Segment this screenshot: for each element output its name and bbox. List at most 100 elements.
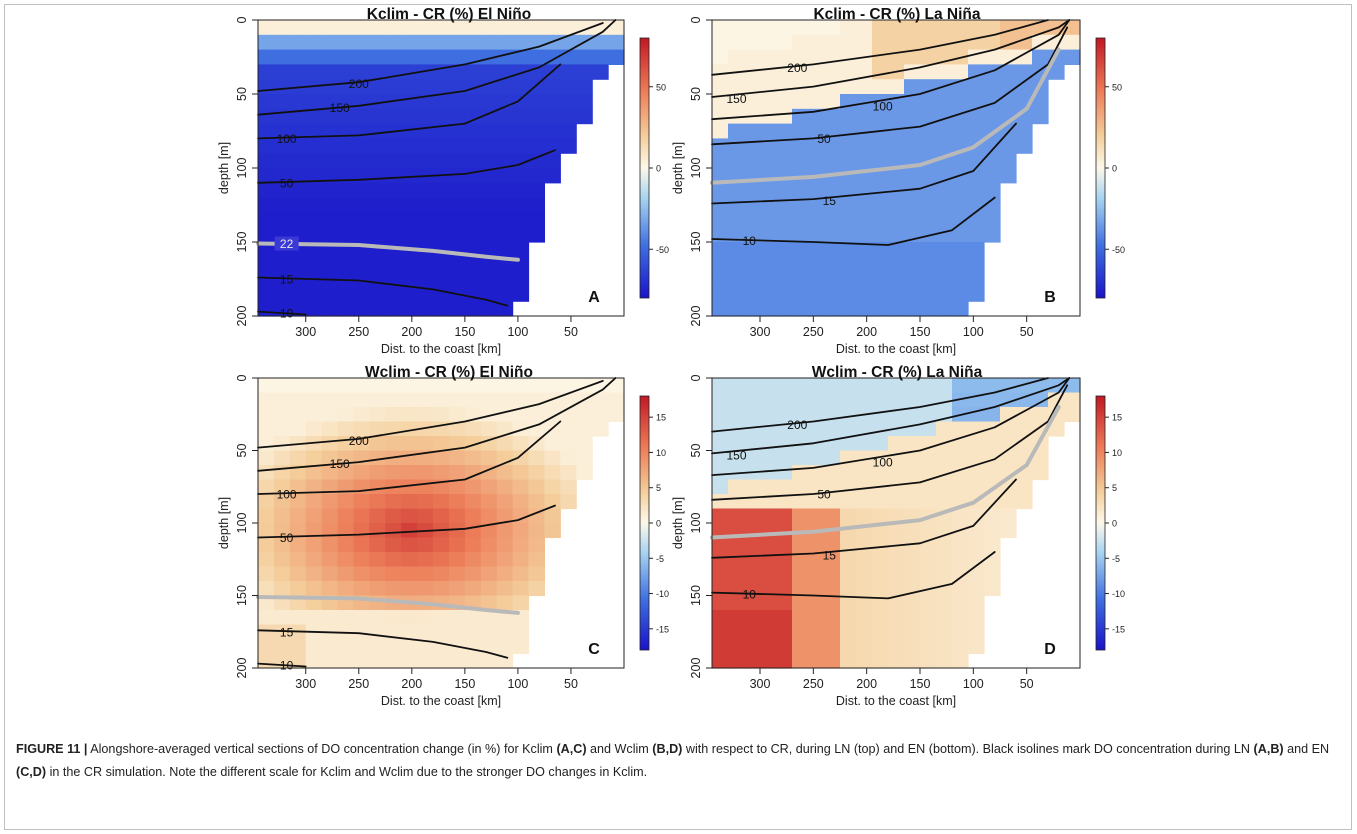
heatmap-cell bbox=[984, 450, 1001, 466]
heatmap-cell bbox=[792, 301, 809, 317]
heatmap-cell bbox=[273, 537, 291, 553]
heatmap-cell bbox=[728, 653, 745, 669]
heatmap-cell bbox=[321, 552, 339, 568]
heatmap-cell bbox=[792, 79, 809, 95]
heatmap-cell bbox=[808, 256, 825, 273]
heatmap-cell bbox=[544, 494, 561, 510]
heatmap-cell bbox=[369, 494, 386, 510]
heatmap-cell bbox=[728, 436, 745, 452]
heatmap-cell bbox=[289, 508, 307, 524]
heatmap-cell bbox=[712, 378, 729, 394]
heatmap-cell bbox=[776, 242, 793, 258]
heatmap-cell bbox=[728, 450, 745, 466]
heatmap-cell bbox=[792, 64, 809, 80]
heatmap-cell bbox=[385, 138, 402, 154]
heatmap-cell bbox=[369, 450, 386, 466]
isoline-150 bbox=[257, 377, 617, 472]
heatmap-cell bbox=[744, 94, 761, 110]
heatmap-cell bbox=[840, 197, 857, 213]
heatmap-cell bbox=[592, 49, 609, 65]
heatmap-cell bbox=[920, 168, 937, 184]
heatmap-cell bbox=[576, 64, 593, 80]
y-tick-label: 50 bbox=[235, 87, 249, 101]
heatmap-cell bbox=[952, 94, 969, 110]
heatmap-cell bbox=[904, 197, 921, 213]
heatmap-cell bbox=[984, 392, 1001, 408]
heatmap-cell bbox=[321, 392, 339, 408]
heatmap-cell bbox=[480, 138, 498, 154]
heatmap-cell bbox=[792, 34, 809, 51]
heatmap-cell bbox=[528, 79, 545, 95]
heatmap-cell bbox=[512, 286, 530, 302]
heatmap-cell bbox=[449, 421, 466, 437]
heatmap-cell bbox=[369, 639, 386, 655]
heatmap-cell bbox=[776, 450, 793, 466]
heatmap-cell bbox=[904, 286, 921, 302]
heatmap-cell bbox=[776, 227, 793, 243]
heatmap-cell bbox=[760, 64, 777, 80]
heatmap-cell bbox=[480, 153, 498, 169]
heatmap-cell bbox=[464, 153, 482, 169]
heatmap-cell bbox=[984, 64, 1001, 80]
heatmap-cell bbox=[840, 168, 857, 184]
heatmap-cell bbox=[1000, 421, 1017, 437]
heatmap-cell bbox=[760, 49, 777, 65]
heatmap-cell bbox=[337, 94, 355, 110]
heatmap-cell bbox=[258, 566, 275, 582]
heatmap-cell bbox=[321, 227, 339, 243]
heatmap-cell bbox=[289, 552, 307, 568]
heatmap-cell bbox=[321, 212, 339, 228]
heatmap-cell bbox=[337, 64, 355, 80]
isoline-label: 10 bbox=[280, 659, 294, 673]
x-tick-label: 150 bbox=[910, 325, 931, 339]
heatmap-cell bbox=[792, 653, 809, 669]
heatmap-cell bbox=[289, 212, 307, 228]
heatmap-cell bbox=[353, 108, 370, 125]
heatmap-cell bbox=[353, 494, 370, 510]
heatmap-cell bbox=[872, 581, 889, 597]
heatmap-cell bbox=[968, 153, 985, 169]
heatmap-cell bbox=[952, 242, 969, 258]
heatmap-cell bbox=[337, 182, 355, 199]
heatmap-cell bbox=[528, 494, 545, 510]
heatmap-cell bbox=[337, 138, 355, 154]
heatmap-cell bbox=[824, 653, 841, 669]
heatmap-cell bbox=[920, 301, 937, 317]
heatmap-cell bbox=[920, 108, 937, 125]
heatmap-cell bbox=[353, 286, 370, 302]
heatmap-cell bbox=[417, 256, 434, 273]
heatmap-cell bbox=[968, 94, 985, 110]
heatmap-cell bbox=[712, 407, 729, 423]
heatmap-cell bbox=[808, 301, 825, 317]
heatmap-cell bbox=[904, 465, 921, 481]
heatmap-cell bbox=[984, 581, 1001, 597]
heatmap-cell bbox=[856, 212, 873, 228]
isoline-50 bbox=[257, 149, 556, 184]
heatmap-cell bbox=[560, 108, 577, 125]
heatmap-cell bbox=[512, 108, 530, 125]
heatmap-cell bbox=[904, 494, 921, 510]
heatmap-cell bbox=[840, 286, 857, 302]
heatmap-cell bbox=[449, 494, 466, 510]
heatmap-cell bbox=[480, 212, 498, 228]
heatmap-cell bbox=[984, 566, 1001, 582]
heatmap-cell bbox=[273, 610, 291, 626]
heatmap-cell bbox=[433, 108, 450, 125]
heatmap-cell bbox=[920, 653, 937, 669]
heatmap-cell bbox=[417, 508, 434, 524]
heatmap-cell bbox=[792, 378, 809, 394]
heatmap-cell bbox=[337, 494, 355, 510]
heatmap-cell bbox=[464, 436, 482, 452]
heatmap-cell bbox=[744, 286, 761, 302]
heatmap-cell bbox=[936, 552, 953, 568]
heatmap-cell bbox=[544, 378, 561, 394]
heatmap-cell bbox=[512, 392, 530, 408]
heatmap-cell bbox=[952, 610, 969, 626]
heatmap-cell bbox=[385, 378, 402, 394]
heatmap-cell bbox=[712, 301, 729, 317]
heatmap-cell bbox=[728, 566, 745, 582]
heatmap-cell bbox=[305, 465, 323, 481]
heatmap-cell bbox=[289, 20, 307, 36]
heatmap-cell bbox=[369, 301, 386, 317]
heatmap-cell bbox=[544, 450, 561, 466]
